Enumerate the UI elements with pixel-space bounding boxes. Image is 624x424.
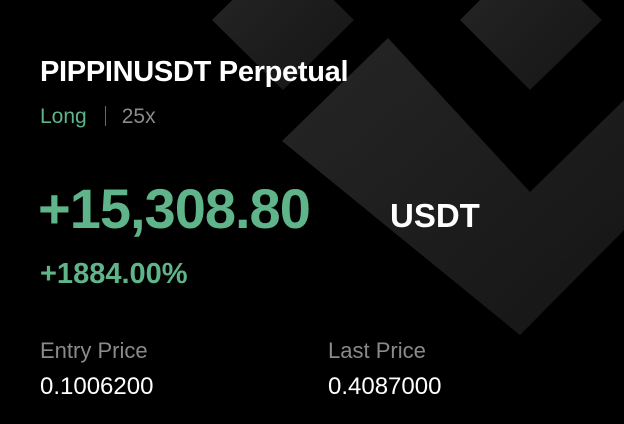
last-price-label: Last Price (328, 338, 426, 363)
bg-chevron (282, 38, 624, 335)
entry-price-value: 0.1006200 (40, 373, 154, 400)
last-price-value: 0.4087000 (328, 373, 442, 400)
side-label: Long (40, 105, 87, 128)
symbol-title: PIPPINUSDT Perpetual (40, 56, 349, 88)
roi-percent: +1884.00% (40, 258, 188, 290)
divider (104, 106, 106, 126)
bg-diamond-right (460, 0, 602, 90)
pnl-amount: +15,308.80 (38, 177, 311, 240)
leverage-label: 25x (121, 105, 156, 128)
position-info: Long 25x (40, 105, 156, 129)
pnl-unit: USDT (390, 197, 480, 234)
entry-price-label: Entry Price (40, 338, 148, 363)
bg-diamond-left (212, 0, 354, 90)
